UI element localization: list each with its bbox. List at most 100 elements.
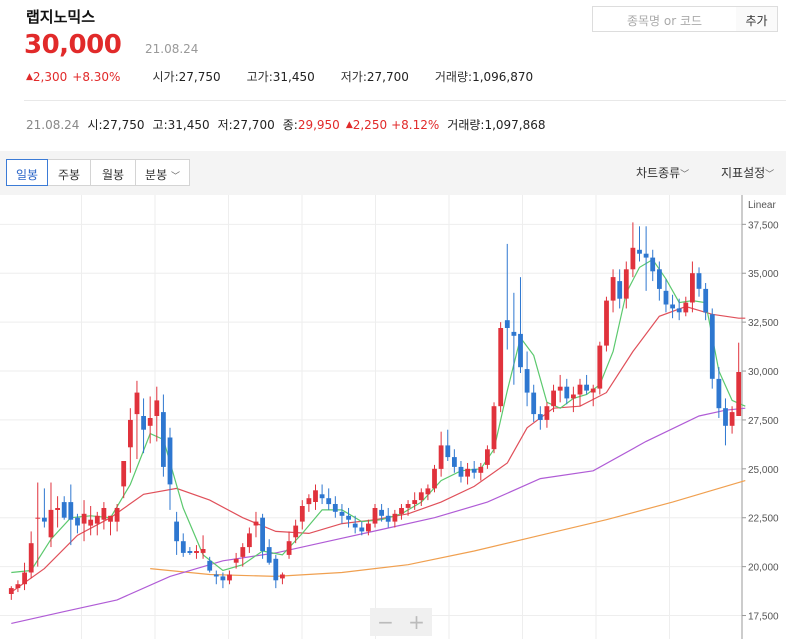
candle-body [690,273,695,303]
candle-body [657,269,662,289]
candle-body [385,515,391,522]
indicator-label: 지표설정 [721,166,766,180]
candle-body [736,372,742,416]
ma20-line [10,305,746,593]
candle-body [723,408,728,426]
period-tabs: 일봉 주봉 월봉 분봉 ﹀ [6,159,190,186]
candle-body [35,517,41,519]
candle-body [604,300,609,346]
up-triangle-icon: ▲ [26,71,33,82]
high-label: 고가 [246,70,269,84]
candle-body [683,302,689,313]
search-input[interactable]: 종목명 or 코드 [592,6,737,32]
daily-open: 27,750 [102,117,145,132]
indicator-menu[interactable]: 지표설정﹀ [721,164,774,181]
candle-body [68,502,74,520]
candle-body [94,515,100,524]
candle-body [141,416,146,430]
candle-body [280,574,285,579]
chevron-down-icon: ﹀ [680,170,690,180]
daily-change: 2,250 [352,117,388,132]
candle-body [537,414,543,420]
daily-low: 27,700 [232,117,275,132]
daily-high: 31,450 [167,117,210,132]
chart-type-menu[interactable]: 차트종류﹀ [636,164,689,181]
tab-minute[interactable]: 분봉 ﹀ [135,159,190,186]
candle-body [233,558,239,563]
candle-body [465,468,470,477]
candlestick-chart[interactable]: 37,500 35,000 32,500 30,000 27,500 25,000 22,5… [0,195,786,639]
open-label: 시가 [152,70,175,84]
candle-body [623,269,629,299]
candle-body [531,392,537,415]
candle-body [61,502,67,518]
candle-body [399,508,404,514]
candle-body [8,588,14,594]
candle-body [445,445,451,458]
zoom-out-button[interactable]: − [377,610,394,634]
candle-body [584,384,589,391]
change-percent: +8.30% [72,69,121,84]
candle-body [48,509,54,538]
candle-body [617,281,623,299]
tab-daily[interactable]: 일봉 [6,159,48,186]
candle-body [161,412,166,467]
chevron-down-icon: ﹀ [170,172,180,182]
candle-body [220,576,226,581]
high-value: 31,450 [272,69,315,84]
candle-body [194,551,199,553]
candle-body [319,494,325,499]
daily-date: 21.08.24 [26,117,80,132]
low-value: 27,700 [366,69,409,84]
candle-body [75,517,80,526]
candle-body [128,419,133,448]
candle-body [260,517,265,551]
candle-body [452,457,457,467]
add-button[interactable]: 추가 [736,6,778,32]
candle-body [610,277,616,301]
candle-body [491,406,497,450]
candle-body [458,466,464,477]
zoom-in-button[interactable]: + [408,610,425,634]
y-tick-label: 20,000 [748,563,779,574]
y-tick-label: 32,500 [748,318,779,329]
candle-body [366,523,371,532]
candle-body [670,304,675,309]
candle-body [313,490,318,502]
candle-body [88,519,94,526]
candle-body [180,541,186,553]
y-tick-label: 37,500 [748,220,779,231]
y-tick-label: 22,500 [748,514,779,525]
candle-body [392,513,398,522]
volume-label: 거래량 [434,70,469,84]
candle-body [306,498,312,505]
chart-toolbar: 일봉 주봉 월봉 분봉 ﹀ 차트종류﹀ 지표설정﹀ [0,151,786,195]
candle-body [332,504,338,512]
daily-close: 29,950 [297,117,340,132]
candle-body [15,584,21,589]
candle-body [709,314,715,379]
candle-body [227,574,232,581]
ma60-line [11,407,746,624]
candle-body [729,412,735,426]
candle-body [432,468,437,489]
open-value: 27,750 [178,69,221,84]
y-tick-label: 25,000 [748,465,779,476]
candle-body [703,288,709,313]
low-label: 저가 [340,70,363,84]
candle-body [253,521,259,526]
candle-body [167,437,173,485]
candle-body [22,572,27,585]
daily-low-label: 저 [217,118,229,132]
candle-body [498,328,504,407]
ma5-line [11,258,746,574]
candle-body [518,333,523,368]
candle-body [108,515,113,522]
tab-weekly[interactable]: 주봉 [47,159,91,186]
candle-body [478,466,484,473]
price-summary: ▲ 2,300 +8.30% 시가: 27,750 고가: 31,450 저가:… [26,69,534,85]
candle-body [471,468,477,473]
candle-body [121,461,127,487]
candle-body [346,515,351,520]
tab-monthly[interactable]: 월봉 [90,159,136,186]
